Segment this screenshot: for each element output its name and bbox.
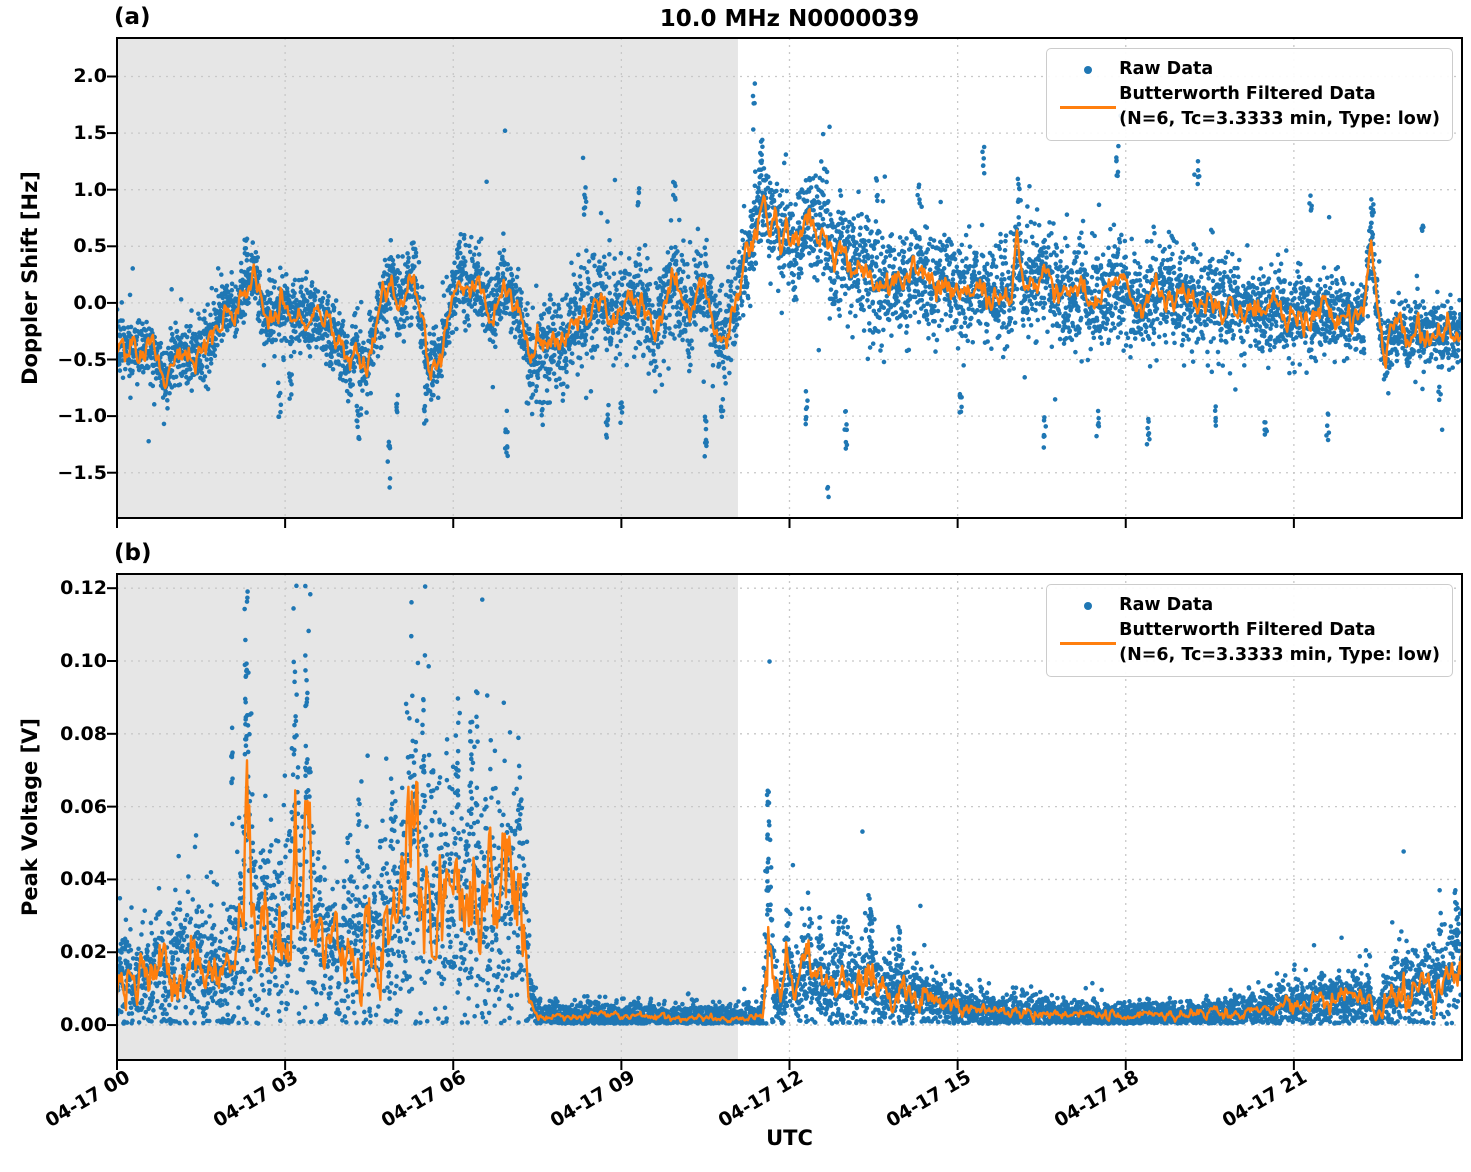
filtered-data-marker-icon [1057, 105, 1119, 109]
ytick-label: 0.10 [60, 650, 107, 672]
ytick-label: 0.08 [60, 722, 107, 745]
legend-entry-filtered: Butterworth Filtered Data (N=6, Tc=3.333… [1057, 82, 1440, 132]
ytick-label: 0.00 [60, 1014, 107, 1037]
filtered-data-marker-icon [1057, 641, 1119, 645]
ytick-label: 0.06 [60, 795, 107, 818]
ytick-label: 0.12 [60, 577, 107, 600]
x-axis-label: UTC [766, 1126, 813, 1150]
legend-raw-label: Raw Data [1119, 595, 1214, 615]
ytick-label: 2.0 [73, 65, 107, 88]
legend-filtered-label: Butterworth Filtered Data (N=6, Tc=3.333… [1119, 84, 1440, 129]
legend-raw-label: Raw Data [1119, 59, 1214, 79]
ytick-label: 0.5 [73, 235, 107, 258]
ytick-label: −1.0 [57, 405, 107, 428]
ytick-label: −1.5 [57, 461, 107, 484]
panel-a-label: (a) [114, 4, 151, 30]
ytick-label: 0.02 [60, 941, 107, 964]
ytick-label: 0.0 [73, 291, 107, 314]
ytick-label: 0.04 [60, 868, 107, 891]
raw-data-marker-icon [1057, 65, 1119, 74]
legend-entry-raw: Raw Data [1057, 593, 1440, 618]
panel-b-legend: Raw Data Butterworth Filtered Data (N=6,… [1046, 584, 1453, 677]
panel-b-label: (b) [114, 540, 152, 566]
raw-data-marker-icon [1057, 601, 1119, 610]
legend-entry-raw: Raw Data [1057, 57, 1440, 82]
ytick-label: −0.5 [57, 348, 107, 371]
legend-entry-filtered: Butterworth Filtered Data (N=6, Tc=3.333… [1057, 618, 1440, 668]
ytick-label: 1.5 [73, 122, 107, 145]
chart-title: 10.0 MHz N0000039 [659, 6, 920, 32]
panel-a-legend: Raw Data Butterworth Filtered Data (N=6,… [1046, 48, 1453, 141]
legend-filtered-label: Butterworth Filtered Data (N=6, Tc=3.333… [1119, 620, 1440, 665]
ytick-label: 1.0 [73, 178, 107, 201]
